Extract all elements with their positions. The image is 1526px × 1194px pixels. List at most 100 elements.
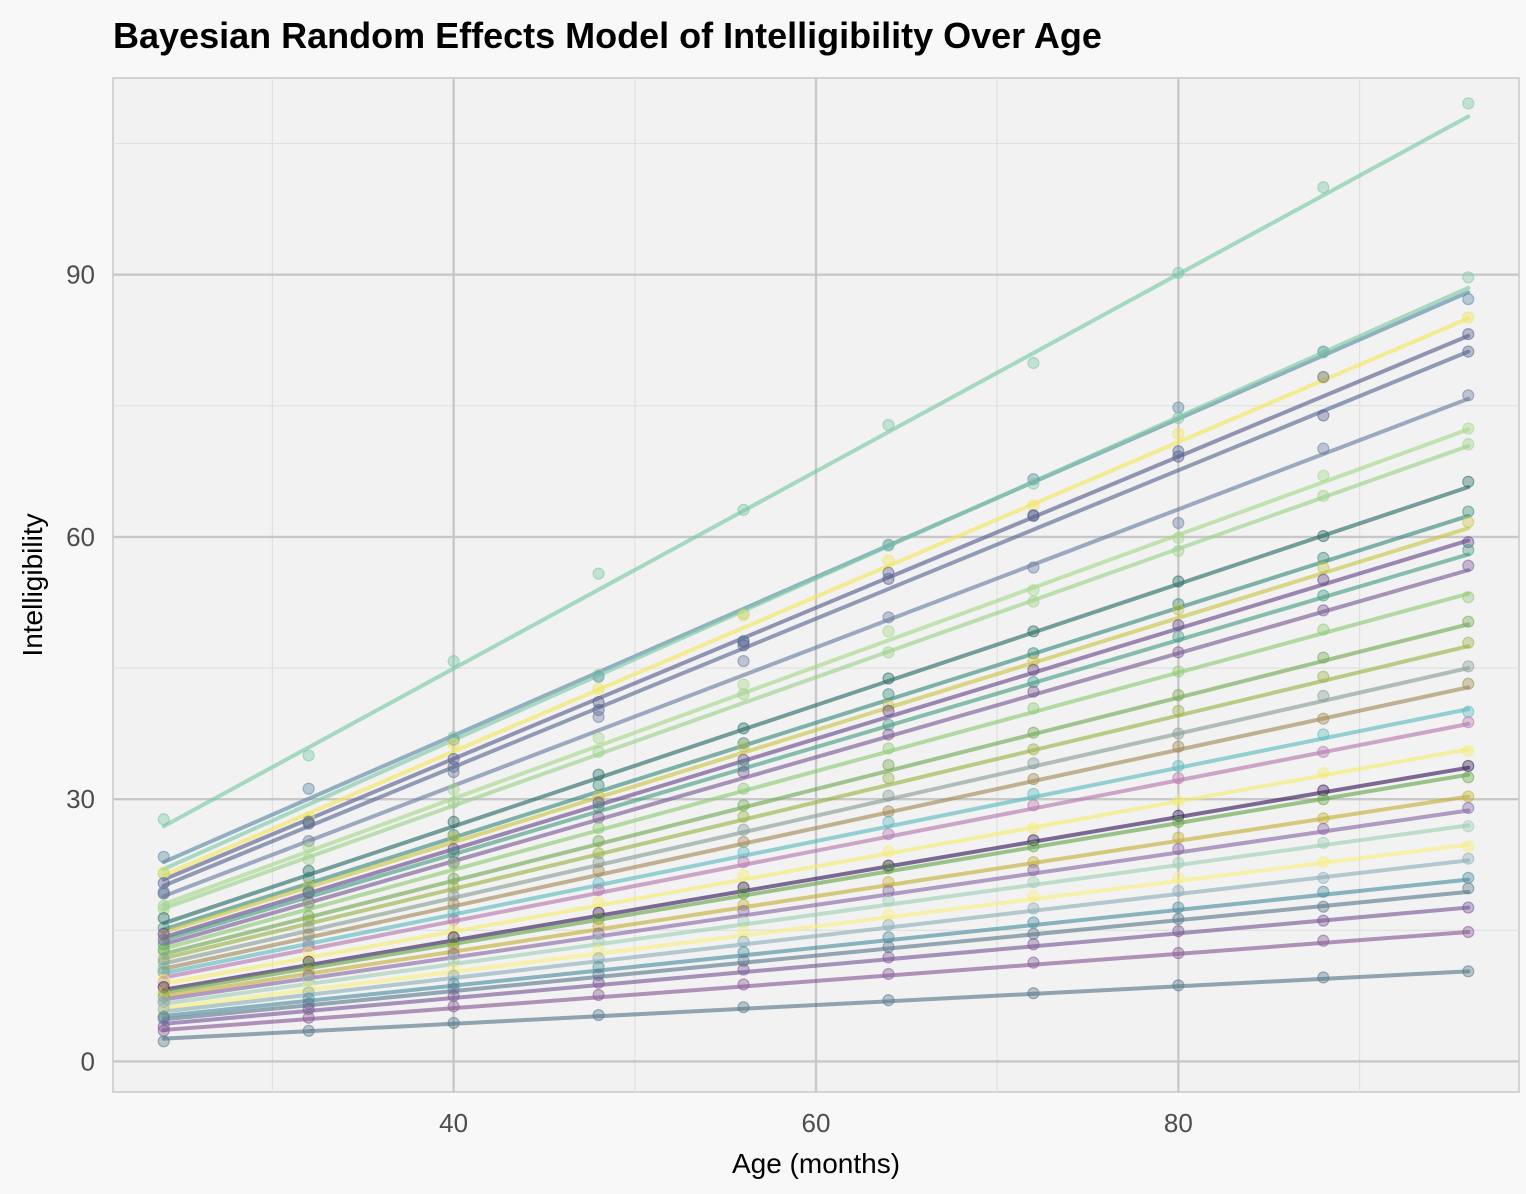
data-point xyxy=(1462,801,1475,815)
data-point xyxy=(1172,619,1185,632)
data-point xyxy=(592,934,605,947)
series-line-16 xyxy=(161,591,1471,951)
data-point xyxy=(1027,473,1040,486)
series-line-18 xyxy=(161,644,1471,961)
data-point xyxy=(1027,595,1040,608)
data-point xyxy=(1172,727,1185,740)
data-point xyxy=(157,956,170,969)
data-point xyxy=(737,609,750,622)
data-point xyxy=(1462,345,1475,358)
series-line-22 xyxy=(161,721,1471,980)
data-point xyxy=(737,678,750,691)
data-point xyxy=(882,884,895,898)
series-line-14 xyxy=(161,552,1471,942)
data-point xyxy=(1172,516,1185,530)
data-point xyxy=(1172,427,1185,440)
data-point xyxy=(1172,575,1185,588)
data-point xyxy=(737,765,750,779)
data-point xyxy=(447,796,460,809)
data-point xyxy=(1317,561,1330,574)
data-point xyxy=(157,1010,170,1023)
data-point xyxy=(592,710,605,724)
series-line-7 xyxy=(161,396,1471,899)
data-point xyxy=(157,866,170,879)
data-point xyxy=(1172,630,1185,643)
data-point xyxy=(1462,636,1475,649)
data-point xyxy=(1462,677,1475,690)
data-point xyxy=(1317,914,1330,927)
series-line-9 xyxy=(161,444,1471,911)
data-point xyxy=(1317,900,1330,913)
series-line-6 xyxy=(161,349,1471,888)
series-line-4 xyxy=(161,316,1471,878)
data-point xyxy=(1172,856,1185,870)
data-point xyxy=(592,847,605,860)
series-line-20 xyxy=(161,685,1471,971)
data-point xyxy=(592,668,605,682)
data-point xyxy=(882,718,895,731)
data-point xyxy=(302,1011,315,1024)
data-point xyxy=(1462,771,1475,784)
data-point xyxy=(1317,871,1330,884)
data-point xyxy=(882,646,895,659)
y-axis-title: Intelligibility xyxy=(17,513,48,656)
data-point xyxy=(1462,744,1475,758)
data-point xyxy=(1172,809,1185,822)
data-point xyxy=(447,1000,460,1013)
data-point xyxy=(1027,477,1040,490)
data-point xyxy=(447,842,460,856)
data-point xyxy=(1027,726,1040,739)
data-point xyxy=(737,759,750,773)
data-point xyxy=(1172,665,1185,678)
data-point xyxy=(1027,799,1040,812)
data-point xyxy=(1462,820,1475,833)
data-point xyxy=(157,850,170,863)
data-point xyxy=(1027,787,1040,801)
series-line-13 xyxy=(161,538,1471,940)
data-point xyxy=(592,1008,605,1022)
data-point xyxy=(1317,856,1330,869)
data-point xyxy=(1317,651,1330,664)
data-point xyxy=(1172,815,1185,828)
data-point xyxy=(1317,971,1330,984)
data-point xyxy=(302,853,315,866)
data-point xyxy=(1027,584,1040,597)
data-point xyxy=(1027,654,1040,668)
data-point xyxy=(1027,625,1040,638)
data-point xyxy=(882,918,895,932)
data-point xyxy=(1317,728,1330,741)
x-axis-title: Age (months) xyxy=(732,1148,900,1179)
data-point xyxy=(882,967,895,981)
data-point xyxy=(302,898,315,912)
data-point xyxy=(447,963,460,976)
data-point xyxy=(157,813,170,826)
y-tick-label: 60 xyxy=(66,522,95,552)
data-point xyxy=(1172,759,1185,773)
data-point xyxy=(302,946,315,960)
data-point xyxy=(1317,623,1330,636)
data-point xyxy=(882,862,895,875)
data-point xyxy=(1317,885,1330,898)
data-point xyxy=(447,1016,460,1030)
data-point xyxy=(592,883,605,897)
x-axis-ticks: 40 60 80 xyxy=(439,1108,1193,1138)
data-point xyxy=(882,611,895,624)
data-point xyxy=(447,913,460,926)
data-point xyxy=(1462,882,1475,895)
data-point xyxy=(447,737,460,751)
data-point xyxy=(1027,675,1040,689)
data-point xyxy=(1027,863,1040,877)
data-point xyxy=(882,672,895,685)
data-point xyxy=(1317,836,1330,849)
data-point xyxy=(737,1001,750,1014)
data-point xyxy=(1462,852,1475,865)
data-point xyxy=(1027,987,1040,1000)
series-line-27 xyxy=(161,808,1471,1002)
data-point xyxy=(157,903,170,916)
data-point xyxy=(1462,389,1475,402)
data-point xyxy=(882,908,895,921)
data-point xyxy=(1172,445,1185,458)
data-point xyxy=(157,1020,170,1033)
series-line-30 xyxy=(161,858,1471,1014)
series-line-12 xyxy=(161,526,1471,935)
